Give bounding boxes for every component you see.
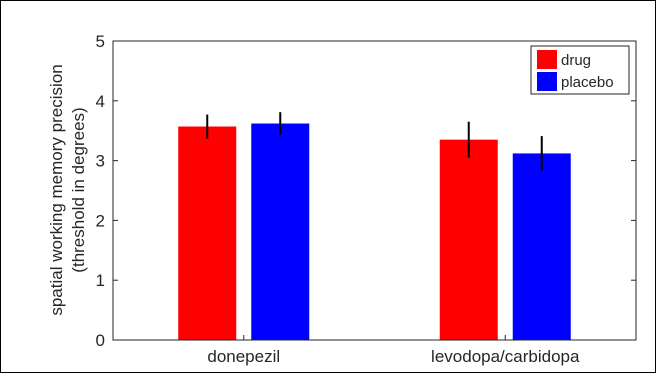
- y-tick-label: 1: [96, 271, 105, 290]
- legend-label-placebo: placebo: [561, 74, 614, 91]
- y-tick-label: 3: [96, 152, 105, 171]
- bar-drug: [439, 139, 498, 340]
- legend-swatch-placebo: [537, 72, 557, 91]
- y-tick-label: 2: [96, 211, 105, 230]
- bar-drug: [178, 126, 237, 340]
- bar-placebo: [251, 123, 310, 340]
- y-axis-label-line2: (threshold in degrees): [69, 107, 88, 272]
- y-tick-label: 5: [96, 32, 105, 51]
- plot-area-box: [112, 40, 637, 341]
- x-tick-label: donepezil: [207, 347, 280, 366]
- y-tick-label: 0: [96, 331, 105, 350]
- y-axis-label-line1: spatial working memory precision: [47, 64, 66, 315]
- x-tick-label: levodopa/carbidopa: [431, 347, 580, 366]
- legend-swatch-drug: [537, 50, 557, 69]
- bar-placebo: [512, 153, 571, 340]
- legend-label-drug: drug: [561, 52, 591, 69]
- legend: drug placebo: [530, 45, 630, 95]
- y-tick-label: 4: [96, 92, 105, 111]
- y-axis-label: spatial working memory precision (thresh…: [47, 64, 88, 315]
